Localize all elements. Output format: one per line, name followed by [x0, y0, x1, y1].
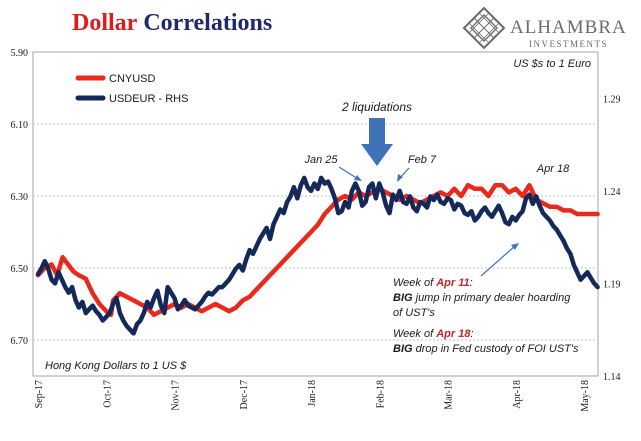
title-part-dollar: Dollar [72, 10, 138, 36]
note1-line2-big: BIG [393, 292, 413, 304]
logo-name: ALHAMBRA [510, 17, 627, 38]
note1-line2-rest: jump in primary dealer hoarding [413, 292, 572, 304]
feb7-pointer-head [397, 174, 403, 182]
left-tick-label: 6.30 [11, 192, 29, 203]
left-axis: 5.90 6.10 6.30 6.50 6.70 [11, 48, 29, 347]
series-line-cnyusd [35, 182, 600, 318]
note1-line1-post: : [470, 277, 473, 289]
right-axis: 1.29 1.24 1.19 1.14 [603, 94, 621, 383]
annotation-jan25: Jan 25 [303, 154, 338, 166]
annotation-week-apr18: Week of Apr 18: BIG drop in Fed custody … [393, 328, 579, 355]
right-tick-label: 1.24 [603, 187, 621, 198]
left-tick-label: 6.70 [11, 336, 29, 347]
annotation-feb7: Feb 7 [408, 154, 437, 166]
left-tick-label: 6.10 [11, 120, 29, 131]
alhambra-lattice-diamond-icon [462, 6, 506, 50]
x-tick-label: Sep-17 [34, 380, 45, 408]
note1-line1-pre: Week of [393, 277, 436, 289]
note1-line1-date: Apr 11 [435, 277, 469, 289]
week-apr11-pointer-head [511, 243, 519, 250]
x-tick-label: Oct-17 [102, 380, 113, 408]
liquidations-arrow [361, 118, 393, 166]
annotation-week-apr11: Week of Apr 11: BIG jump in primary deal… [393, 277, 573, 319]
left-tick-label: 6.50 [11, 264, 29, 275]
note2-line2-big: BIG [393, 343, 413, 355]
x-tick-label: Apr-18 [512, 380, 523, 409]
note2-line1-pre: Week of [393, 328, 436, 340]
right-tick-label: 1.29 [603, 94, 621, 105]
legend: CNYUSD USDEUR - RHS [75, 73, 188, 105]
x-tick-label: Dec-17 [239, 380, 250, 409]
right-tick-label: 1.14 [603, 372, 621, 383]
jan25-pointer-head [354, 175, 362, 181]
left-tick-label: 5.90 [11, 48, 29, 59]
x-tick-label: Mar-18 [444, 380, 455, 410]
title-part-correlations: Correlations [143, 10, 272, 36]
chart-title: Dollar Correlations [72, 10, 272, 36]
logo-sub: INVESTMENTS [529, 39, 608, 49]
x-axis: Sep-17 Oct-17 Nov-17 Dec-17 Jan-18 Feb-18 Mar-… [34, 380, 591, 412]
week-apr11-pointer [480, 245, 516, 277]
note2-line1-date: Apr 18 [435, 328, 471, 340]
note2-line1-post: : [470, 328, 473, 340]
right-tick-label: 1.19 [603, 279, 621, 290]
legend-label-cnyusd: CNYUSD [109, 73, 156, 85]
note2-line2-rest: drop in Fed custody of FOI UST's [413, 343, 579, 355]
note1-line3: of UST's [393, 307, 435, 319]
x-tick-label: Feb-18 [375, 380, 386, 408]
alhambra-logo: ALHAMBRA INVESTMENTS [462, 6, 627, 50]
annotation-apr18: Apr 18 [536, 163, 570, 175]
legend-label-usdeur: USDEUR - RHS [109, 93, 188, 105]
x-tick-label: May-18 [580, 380, 591, 412]
annotation-liquidations: 2 liquidations [341, 100, 412, 114]
series-line-usdeur [35, 175, 600, 336]
x-tick-label: Jan-18 [307, 380, 318, 407]
x-tick-label: Nov-17 [171, 380, 182, 411]
right-axis-note: US $s to 1 Euro [513, 58, 591, 70]
jan25-pointer [338, 166, 359, 180]
left-axis-note: Hong Kong Dollars to 1 US $ [45, 360, 187, 372]
